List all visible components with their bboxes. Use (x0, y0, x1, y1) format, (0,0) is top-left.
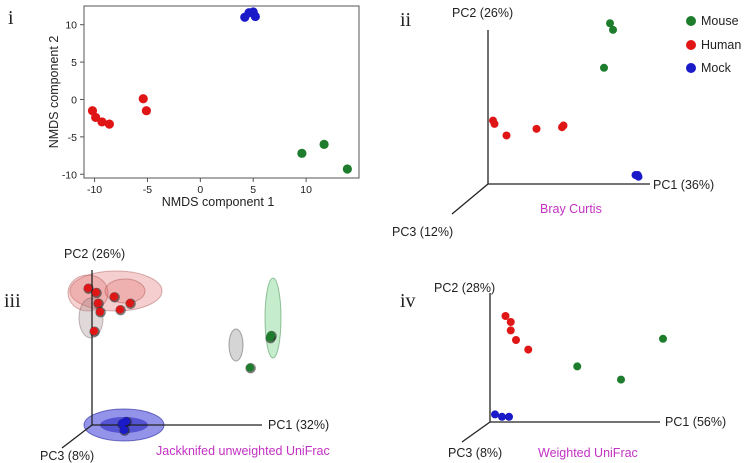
human-point (141, 106, 152, 116)
human-point (104, 119, 114, 129)
human-point (524, 345, 533, 354)
x-tick-label: -10 (87, 184, 102, 196)
panel-i-x-ticks: -10 -5 0 5 10 (87, 178, 312, 196)
mouse-point (342, 164, 352, 174)
mock-point (634, 172, 643, 181)
y-tick-label: 5 (71, 57, 77, 69)
x-tick-label: 5 (250, 184, 256, 196)
mock-point (122, 417, 130, 426)
x-tick-label: -5 (143, 184, 152, 196)
human-point (84, 284, 92, 293)
human-point (512, 336, 520, 344)
human-point (90, 327, 98, 336)
panel-iv-method-label: Weighted UniFrac (538, 446, 638, 460)
panel-iv-pc3-axis (461, 421, 491, 443)
panel-iii-pc2-label: PC2 (26%) (64, 247, 125, 261)
panel-ii-numeral: ii (400, 9, 412, 31)
human-point (138, 94, 148, 104)
panel-iv-numeral: iv (400, 290, 416, 312)
panel-ii-pc3-axis (451, 183, 489, 215)
y-tick-label: 10 (65, 20, 77, 32)
mouse-confidence-ellipse (264, 277, 282, 359)
panel-i-x-axis-label: NMDS component 1 (162, 195, 275, 209)
panel-i-y-axis-label: NMDS component 2 (47, 36, 61, 149)
legend-label-human: Human (701, 38, 741, 52)
panel-i-y-ticks: -10 -5 0 5 10 (62, 20, 84, 181)
legend: Mouse Human Mock (686, 14, 741, 75)
legend-swatch-mouse (686, 16, 696, 26)
panel-i-points (87, 7, 352, 174)
human-point (506, 318, 515, 326)
mouse-point (319, 139, 329, 149)
mouse-point (267, 331, 275, 340)
panel-iv-points (491, 312, 667, 421)
panel-ii-method-label: Bray Curtis (540, 202, 602, 216)
panel-ii: ii PC2 (26%) PC1 (36%) PC3 (12%) Bray Cu… (392, 6, 714, 239)
human-point (97, 117, 107, 127)
panel-ii-pc1-label: PC1 (36%) (653, 178, 714, 192)
mouse-point (297, 148, 307, 158)
panel-iii-points (83, 283, 277, 436)
mock-point (498, 412, 506, 421)
human-point (92, 288, 100, 297)
panel-iv-pc1-label: PC1 (56%) (665, 415, 726, 429)
panel-i-plot-frame (83, 5, 360, 179)
panel-ii-pc2-label: PC2 (26%) (452, 6, 513, 20)
panel-iv: iv PC2 (28%) PC1 (56%) PC3 (8%) Weighted… (400, 281, 726, 460)
mouse-point (600, 63, 608, 72)
human-point (96, 307, 104, 316)
mouse-point (659, 334, 667, 343)
mock-point (250, 11, 260, 22)
y-tick-label: -10 (62, 169, 77, 181)
human-point (490, 119, 499, 128)
x-tick-label: 0 (197, 184, 203, 196)
mock-point (505, 412, 513, 421)
human-point (559, 121, 568, 130)
panel-i-numeral: i (8, 7, 14, 29)
mouse-point (573, 362, 582, 371)
panel-iv-pc3-label: PC3 (8%) (448, 446, 502, 460)
panel-iii-method-label: Jackknifed unweighted UniFrac (156, 444, 330, 458)
human-point (502, 131, 511, 140)
human-point (94, 299, 102, 308)
mouse-point (609, 25, 617, 34)
x-tick-label: 10 (300, 184, 312, 196)
mock-point (120, 426, 128, 434)
legend-swatch-mock (686, 63, 696, 73)
legend-label-mouse: Mouse (701, 14, 739, 28)
mouse-point (617, 375, 625, 384)
panel-iii-pc1-label: PC1 (32%) (268, 418, 329, 432)
human-point (532, 124, 541, 133)
human-point (126, 299, 134, 308)
y-tick-label: 0 (71, 94, 77, 106)
panel-i: i -10 -5 0 5 10 -10 -5 0 5 10 NMDS component 1 N… (8, 5, 360, 209)
mouse-point (606, 19, 614, 28)
mock-point (491, 410, 499, 419)
human-point (116, 305, 124, 314)
legend-label-mock: Mock (701, 61, 732, 75)
human-point (110, 292, 118, 301)
panel-iv-pc2-label: PC2 (28%) (434, 281, 495, 295)
panel-iii-numeral: iii (4, 290, 21, 312)
panel-ii-pc3-label: PC3 (12%) (392, 225, 453, 239)
human-point (501, 312, 510, 320)
panel-iii-pc3-axis (61, 424, 93, 449)
mouse-point (246, 363, 254, 372)
legend-swatch-human (686, 40, 696, 50)
panel-iii-pc3-label: PC3 (8%) (40, 449, 94, 463)
mouse-confidence-ellipse (228, 328, 244, 362)
panel-ii-points (489, 19, 643, 181)
panel-iii: iii PC2 (26%) PC1 (32%) PC3 (8%) Jackkni… (4, 247, 330, 463)
y-tick-label: -5 (68, 132, 77, 144)
human-point (506, 326, 515, 335)
